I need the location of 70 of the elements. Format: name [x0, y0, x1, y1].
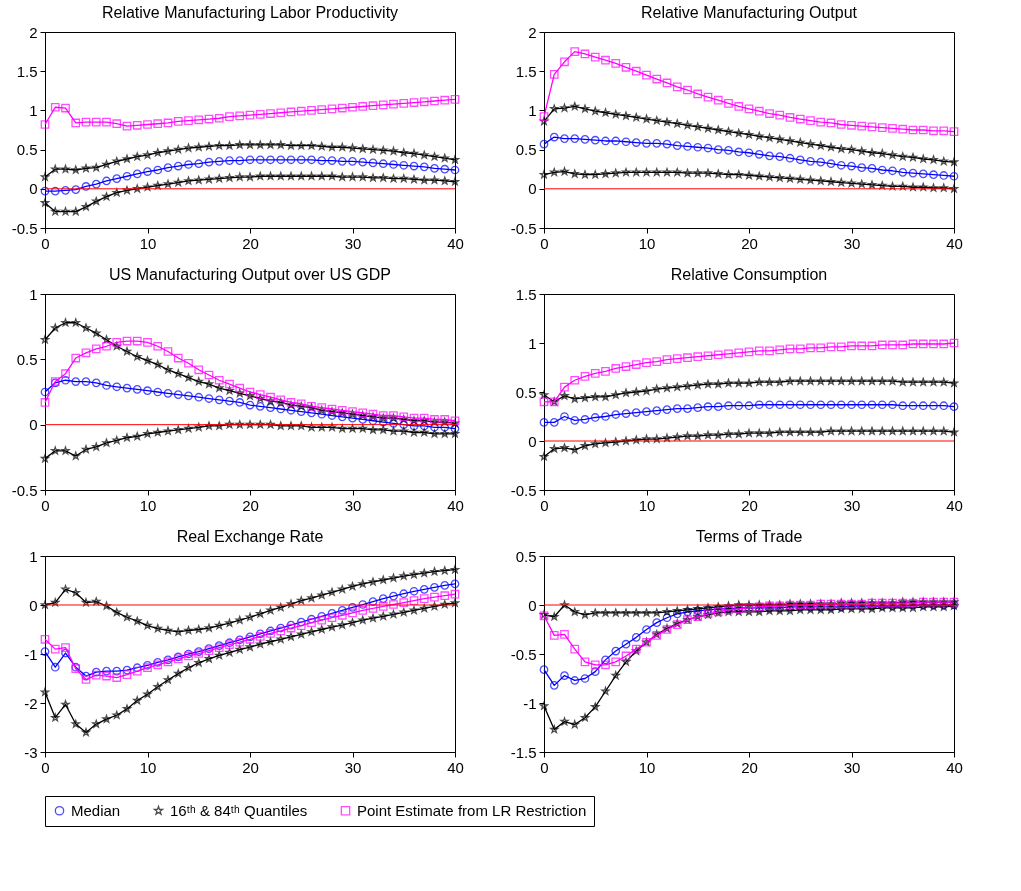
- y-tick-label: 0: [528, 432, 537, 450]
- y-tick-label: 0: [528, 180, 537, 198]
- y-tick-label: -0.5: [11, 481, 38, 499]
- y-tick-label: 0.5: [515, 141, 537, 159]
- legend-label: 16ᵗʰ & 84ᵗʰ Quantiles: [170, 801, 308, 819]
- x-tick-label: 30: [344, 234, 362, 252]
- chart-title: Terms of Trade: [695, 528, 803, 545]
- y-tick-label: -0.5: [510, 645, 537, 663]
- x-tick-label: 30: [843, 234, 861, 252]
- x-tick-label: 20: [242, 234, 259, 252]
- y-tick-label: -1: [523, 694, 537, 712]
- chart-title: Relative Manufacturing Output: [640, 4, 858, 21]
- y-tick-label: 1.5: [515, 285, 537, 303]
- y-tick-label: 0: [29, 416, 38, 434]
- y-tick-label: 0.5: [16, 350, 38, 368]
- x-tick-label: 0: [540, 234, 549, 252]
- chart-title: US Manufacturing Output over US GDP: [109, 266, 391, 283]
- y-tick-label: 0: [29, 596, 38, 614]
- y-tick-label: 1: [528, 334, 537, 352]
- x-tick-label: 20: [741, 496, 758, 514]
- chart-title: Real Exchange Rate: [176, 528, 324, 545]
- x-tick-label: 0: [540, 496, 549, 514]
- x-tick-label: 30: [843, 496, 861, 514]
- x-tick-label: 40: [946, 758, 963, 776]
- x-tick-label: 40: [946, 234, 963, 252]
- y-tick-label: 0.5: [16, 141, 38, 159]
- x-tick-label: 40: [447, 758, 464, 776]
- x-tick-label: 20: [741, 234, 758, 252]
- x-tick-label: 10: [139, 234, 157, 252]
- legend-label: Point Estimate from LR Restriction: [357, 801, 587, 819]
- x-tick-label: 30: [344, 758, 362, 776]
- y-tick-label: 1: [528, 101, 537, 119]
- x-tick-label: 0: [41, 234, 50, 252]
- y-tick-label: 0.5: [515, 547, 537, 565]
- x-tick-label: 40: [946, 496, 963, 514]
- x-tick-label: 10: [139, 758, 157, 776]
- y-tick-label: 1: [29, 285, 38, 303]
- y-tick-label: 1.5: [515, 62, 537, 80]
- x-tick-label: 10: [638, 234, 656, 252]
- y-tick-label: 0: [528, 596, 537, 614]
- chart-title: Relative Manufacturing Labor Productivity: [101, 4, 399, 21]
- x-tick-label: 20: [741, 758, 758, 776]
- y-tick-label: -0.5: [510, 481, 537, 499]
- y-tick-label: 1: [29, 101, 38, 119]
- y-tick-label: -1.5: [510, 743, 537, 761]
- x-tick-label: 40: [447, 234, 464, 252]
- chart-title: Relative Consumption: [670, 266, 828, 283]
- y-tick-label: -0.5: [11, 219, 38, 237]
- x-tick-label: 20: [242, 758, 259, 776]
- y-tick-label: -1: [24, 645, 38, 663]
- y-tick-label: -3: [24, 743, 38, 761]
- y-tick-label: 1: [29, 547, 38, 565]
- x-tick-label: 20: [242, 496, 259, 514]
- x-tick-label: 10: [638, 496, 656, 514]
- y-tick-label: 1.5: [16, 62, 38, 80]
- x-tick-label: 30: [344, 496, 362, 514]
- legend-label: Median: [71, 801, 121, 819]
- y-tick-label: 0: [29, 180, 38, 198]
- x-tick-label: 10: [638, 758, 656, 776]
- y-tick-label: -2: [24, 694, 38, 712]
- y-tick-label: 2: [29, 23, 38, 41]
- x-tick-label: 10: [139, 496, 157, 514]
- x-tick-label: 30: [843, 758, 861, 776]
- x-tick-label: 0: [41, 758, 50, 776]
- x-tick-label: 0: [540, 758, 549, 776]
- y-tick-label: 2: [528, 23, 537, 41]
- y-tick-label: 0.5: [515, 383, 537, 401]
- x-tick-label: 0: [41, 496, 50, 514]
- x-tick-label: 40: [447, 496, 464, 514]
- y-tick-label: -0.5: [510, 219, 537, 237]
